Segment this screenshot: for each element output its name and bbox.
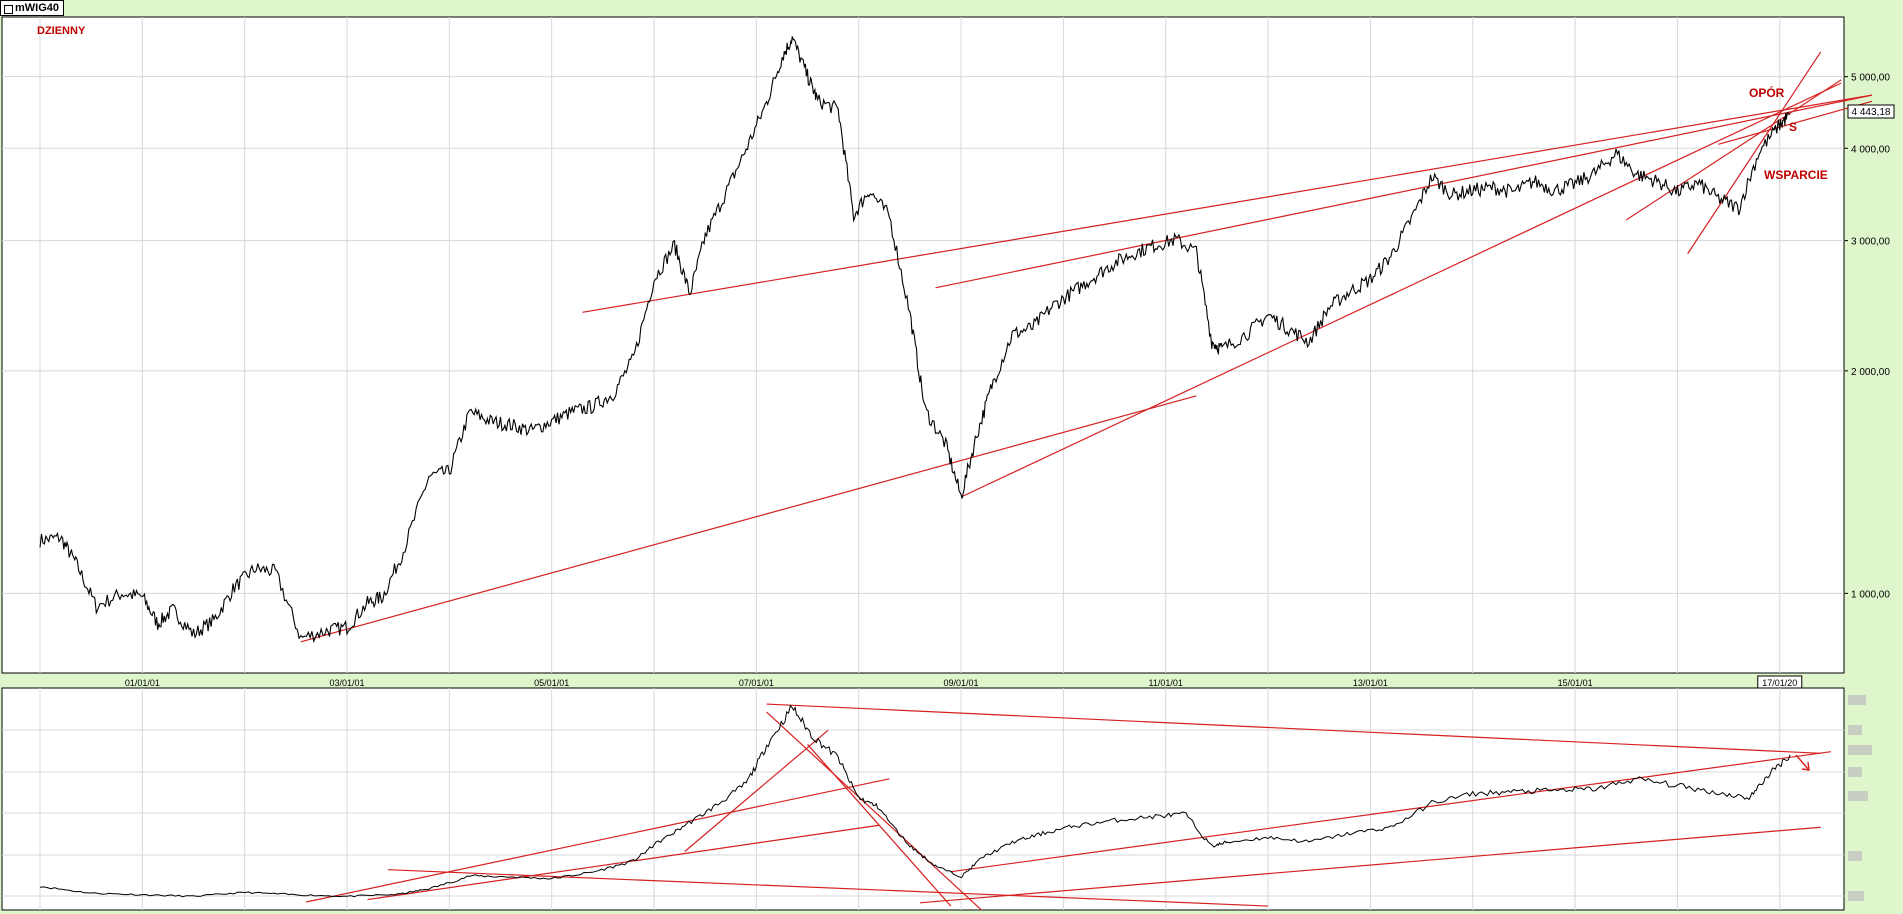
timeframe-label: DZIENNY bbox=[37, 25, 86, 37]
trendline bbox=[1718, 100, 1873, 145]
x-tick-label: 17/01/20 bbox=[1762, 678, 1797, 688]
lower-axis-blurred-labels bbox=[1848, 695, 1872, 901]
lower-series-line bbox=[39, 704, 1791, 898]
trendline bbox=[387, 869, 1269, 907]
x-tick-label: 05/01/01 bbox=[534, 678, 569, 688]
trendline bbox=[1625, 79, 1842, 221]
trendline bbox=[367, 824, 880, 901]
y-tick-label: 1 000,00 bbox=[1851, 589, 1890, 600]
trendline bbox=[807, 744, 952, 907]
resistance-label: OPÓR bbox=[1749, 85, 1785, 100]
trendline bbox=[766, 703, 1821, 754]
chart-title-tab[interactable]: mWIG40 bbox=[0, 0, 65, 16]
x-tick-label: 13/01/01 bbox=[1353, 678, 1388, 688]
arrow-down-icon bbox=[1795, 754, 1810, 771]
y-tick-label: 2 000,00 bbox=[1851, 367, 1890, 378]
trendline bbox=[920, 826, 1821, 904]
trendline bbox=[960, 82, 1842, 498]
x-axis: 01/01/01 03/01/01 05/01/01 07/01/01 09/01/01… bbox=[125, 675, 1803, 689]
x-tick-label: 09/01/01 bbox=[944, 678, 979, 688]
price-series-line bbox=[39, 36, 1791, 644]
main-price-panel bbox=[1, 16, 1845, 674]
last-value-label: 4 443,18 bbox=[1852, 107, 1891, 118]
trendline bbox=[582, 94, 1872, 313]
trendline bbox=[300, 395, 1197, 643]
x-tick-label: 15/01/01 bbox=[1558, 678, 1593, 688]
y-axis: 1 000,00 2 000,00 3 000,00 4 000,00 5 000,00 bbox=[1844, 73, 1890, 600]
trendline bbox=[950, 751, 1832, 873]
x-tick-label: 11/01/01 bbox=[1149, 678, 1183, 688]
trendline bbox=[766, 711, 982, 911]
y-tick-label: 3 000,00 bbox=[1851, 237, 1890, 248]
support-label: WSPARCIE bbox=[1764, 168, 1828, 182]
lower-panel bbox=[1, 687, 1845, 911]
x-tick-label: 01/01/01 bbox=[125, 678, 160, 688]
main-grid bbox=[2, 17, 1844, 673]
main-trendlines bbox=[300, 51, 1873, 643]
trendline bbox=[305, 778, 890, 903]
s-label: S bbox=[1789, 120, 1797, 134]
lower-grid bbox=[2, 688, 1844, 910]
x-tick-label: 07/01/01 bbox=[739, 678, 774, 688]
x-tick-label: 03/01/01 bbox=[329, 678, 364, 688]
chart-title: mWIG40 bbox=[15, 2, 60, 14]
y-tick-label: 5 000,00 bbox=[1851, 73, 1890, 84]
lower-trendlines bbox=[305, 703, 1832, 911]
trendline bbox=[684, 729, 829, 852]
trendline bbox=[1687, 51, 1822, 255]
y-tick-label: 4 000,00 bbox=[1851, 144, 1890, 155]
last-value-marker: 4 443,18 bbox=[1847, 104, 1895, 119]
trendline bbox=[935, 94, 1872, 289]
